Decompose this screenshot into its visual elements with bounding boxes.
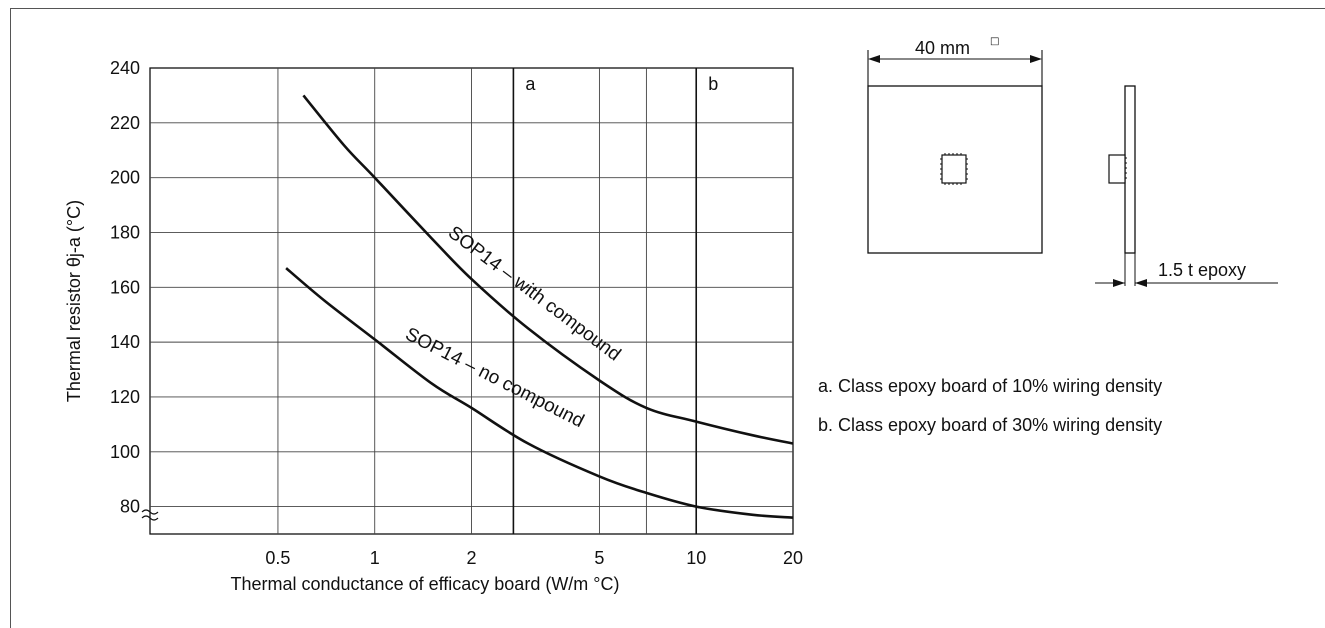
y-axis-label: Thermal resistor θj-a (°C) — [64, 200, 84, 402]
reference-label-b: b — [708, 74, 718, 94]
square-symbol: □ — [990, 36, 999, 47]
y-tick-label: 160 — [110, 277, 140, 297]
chip-pins-icon — [940, 153, 968, 185]
y-tick-labels: 80 100 120 140 160 180 200 220 240 — [110, 58, 140, 517]
y-tick-label: 220 — [110, 113, 140, 133]
y-tick-label: 100 — [110, 442, 140, 462]
x-tick-label: 10 — [686, 548, 706, 568]
y-tick-label: 80 — [120, 497, 140, 517]
dimension-arrow-left-icon — [868, 55, 880, 63]
x-axis-label: Thermal conductance of efficacy board (W… — [230, 574, 619, 594]
series-line-with-compound — [302, 94, 794, 445]
y-tick-label: 140 — [110, 332, 140, 352]
x-tick-labels: 0.5 1 2 5 10 20 — [265, 548, 803, 568]
y-tick-label: 180 — [110, 222, 140, 242]
dimension-label: 40 mm — [915, 38, 970, 58]
thickness-label: 1.5 t epoxy — [1158, 260, 1246, 280]
x-tick-label: 0.5 — [265, 548, 290, 568]
y-tick-label: 200 — [110, 168, 140, 188]
board-top-view: 40 mm □ — [867, 36, 1043, 254]
thickness-arrow-left-icon — [1135, 279, 1147, 287]
y-tick-label: 240 — [110, 58, 140, 78]
x-tick-label: 5 — [594, 548, 604, 568]
grid — [150, 68, 793, 534]
note-b: b. Class epoxy board of 30% wiring densi… — [818, 415, 1162, 435]
x-tick-label: 20 — [783, 548, 803, 568]
chip-icon — [941, 154, 967, 184]
thickness-arrow-right-icon — [1113, 279, 1125, 287]
figure-frame — [10, 8, 1325, 628]
axis-break-mark — [141, 509, 159, 521]
series-group — [285, 94, 794, 519]
x-tick-label: 2 — [466, 548, 476, 568]
series-line-no-compound — [285, 267, 794, 519]
reference-label-a: a — [525, 74, 536, 94]
dimension-arrow-right-icon — [1030, 55, 1042, 63]
series-label-no-compound: SOP14 – no compound — [402, 324, 588, 432]
x-tick-label: 1 — [370, 548, 380, 568]
board-side-view: 1.5 t epoxy — [1095, 85, 1278, 287]
y-tick-label: 120 — [110, 387, 140, 407]
chip-side-icon — [1108, 154, 1126, 184]
note-a: a. Class epoxy board of 10% wiring densi… — [818, 376, 1162, 396]
